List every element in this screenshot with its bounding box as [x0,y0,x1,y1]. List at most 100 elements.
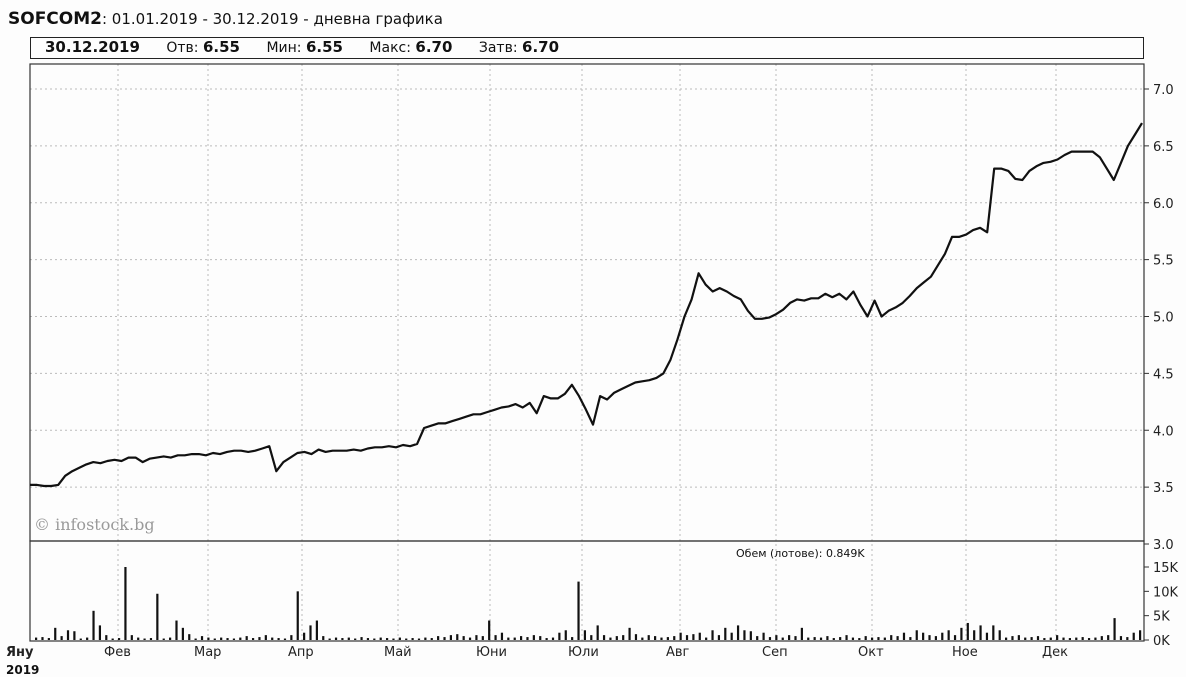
volume-bar [392,638,395,640]
volume-bar [373,638,376,640]
volume-bar [660,637,663,640]
month-label: Авг [666,645,690,660]
volume-bar [379,637,382,640]
volume-bar [966,622,969,640]
volume-bar [60,636,63,640]
volume-bar [628,627,631,640]
volume-bar [622,635,625,640]
month-label: Сеп [762,645,788,660]
volume-bar [641,637,644,640]
volume-bar [162,638,165,640]
volume-bar [1139,630,1142,640]
quote-bar: 30.12.2019 Отв: 6.55 Мин: 6.55 Макс: 6.7… [30,37,1144,59]
month-label: Мар [194,645,221,660]
volume-bar [271,637,274,640]
open-label: Отв: [166,40,199,56]
volume-bar [749,631,752,640]
volume-bar [1100,636,1103,640]
volume-bar [111,638,114,640]
volume-bar [571,637,574,640]
volume-bar [883,637,886,640]
volume-bar [1075,637,1078,640]
volume-bar [813,637,816,640]
volume-bar [768,637,772,640]
y-tick-label: 4.5 [1153,367,1174,382]
volume-bar [1030,637,1033,640]
volume-bar [545,638,548,640]
volume-bar [226,638,229,640]
volume-bar [877,637,880,640]
volume-bar [449,635,452,640]
year-label: 2019 [6,663,39,677]
volume-bar [354,638,357,640]
volume-bar [788,635,791,640]
volume-bar [290,635,293,640]
month-label: Ное [952,645,978,660]
volume-bar [47,638,50,640]
volume-bar [928,635,931,640]
volume-bar [41,637,44,640]
volume-bar [558,632,561,640]
y-tick-label: 3.5 [1153,481,1174,496]
volume-bar [328,638,331,640]
volume-bar [500,632,504,640]
volume-bar [858,638,861,640]
volume-bar [258,637,261,640]
volume-bar [992,625,995,640]
volume-bar [79,638,82,640]
volume-bar [743,630,746,640]
y-tick-label: 7.0 [1153,83,1174,98]
volume-bar [730,632,733,640]
volume-bar [417,638,421,640]
volume-bar [998,630,1001,640]
volume-bar [1094,637,1097,640]
volume-bar [232,638,236,640]
volume-bar [213,638,216,640]
volume-bar [92,610,95,640]
volume-bar [398,637,401,640]
volume-bar [800,627,803,640]
volume-bar [819,637,823,640]
volume-bar [679,632,682,640]
month-label: Май [384,645,412,660]
volume-bar [475,635,478,640]
volume-bar [494,635,497,640]
watermark: © infostock.bg [34,515,155,534]
volume-bar [526,637,529,640]
volume-bar [705,637,708,640]
volume-bar [577,581,580,640]
volume-bar [456,634,459,640]
volume-bar [411,638,414,640]
volume-bar [66,630,70,640]
volume-bar [890,635,893,640]
volume-bar [437,636,440,640]
volume-bar [98,625,102,640]
volume-bar [985,632,989,640]
volume-bar [979,625,982,640]
volume-bar [1024,637,1027,640]
volume-bar [513,637,516,640]
volume-bar [724,627,727,640]
volume-bar [1132,632,1135,640]
volume-bar [277,638,280,640]
volume-bar [851,637,855,640]
volume-bar [462,636,465,640]
volume-bar [309,625,312,640]
volume-bar [1056,635,1059,640]
volume-plot-frame [29,540,1145,642]
volume-bar [1087,638,1091,640]
y-tick-label: 6.5 [1153,140,1174,155]
y-tick-label: 5.0 [1153,311,1174,326]
y-tick-label: 5.5 [1153,254,1174,269]
volume-bar [826,636,829,640]
volume-bar [973,630,976,640]
volume-bar [130,635,133,640]
volume-bar [347,637,350,640]
volume-bar [615,636,618,640]
volume-bar [934,636,937,640]
volume-bar [303,632,306,640]
volume-bar [105,635,108,640]
volume-bar [507,637,510,640]
volume-bar [736,625,740,640]
